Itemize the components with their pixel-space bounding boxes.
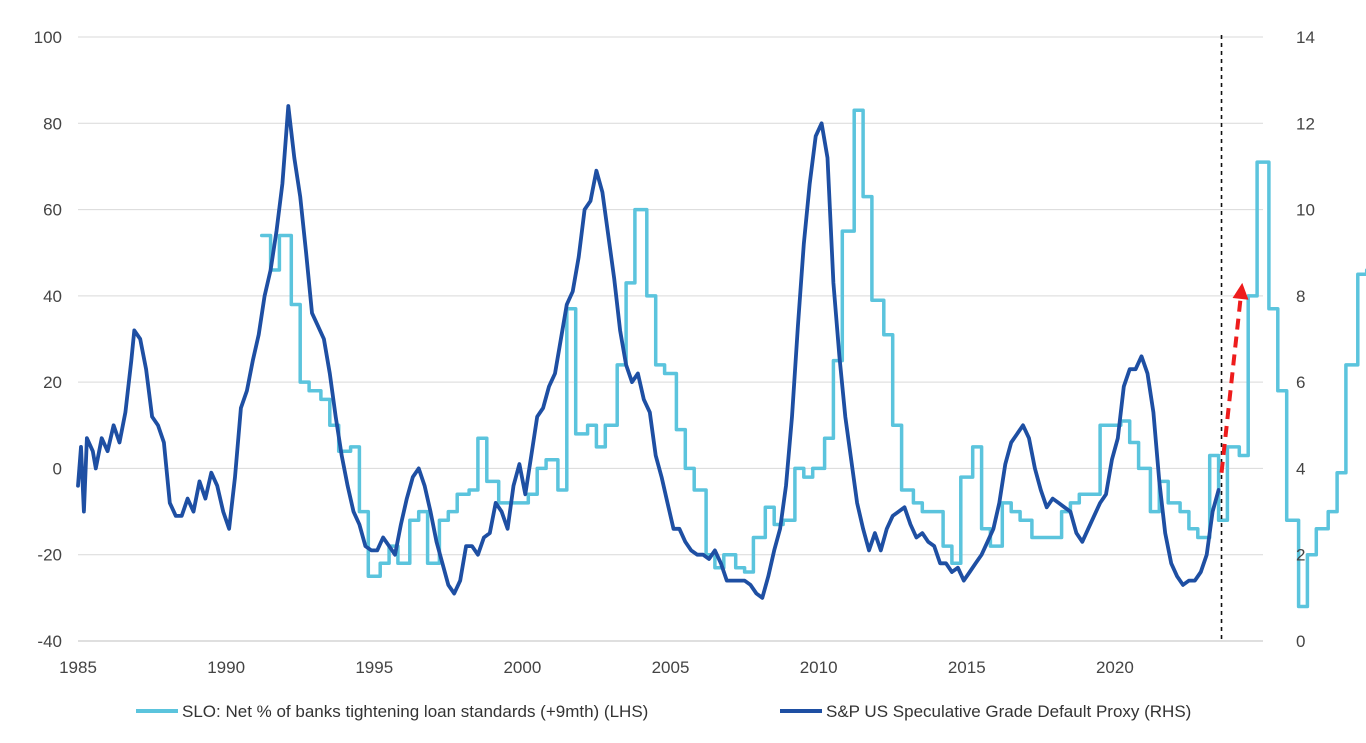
y-right-tick-label: 4 (1296, 459, 1305, 478)
x-axis-tick-labels: 1985 1990 1995 2000 2005 2010 2015 2020 (59, 658, 1134, 677)
y-left-tick-label: 0 (53, 459, 62, 478)
y-left-tick-label: 80 (43, 114, 62, 133)
y-right-tick-label: 12 (1296, 114, 1315, 133)
y-left-tick-label: -20 (37, 546, 62, 565)
x-tick-label: 2020 (1096, 658, 1134, 677)
trend-arrow (1219, 282, 1249, 473)
y-right-tick-label: 0 (1296, 632, 1305, 651)
y-right-tick-label: 2 (1296, 546, 1305, 565)
legend: SLO: Net % of banks tightening loan stan… (136, 702, 1191, 721)
y-left-tick-label: 100 (34, 28, 62, 47)
legend-label-slo: SLO: Net % of banks tightening loan stan… (182, 702, 648, 721)
legend-label-default-proxy: S&P US Speculative Grade Default Proxy (… (826, 702, 1191, 721)
left-axis-tick-labels: -40 -20 0 20 40 60 80 100 (34, 28, 62, 651)
y-left-tick-label: -40 (37, 632, 62, 651)
series-lines (76, 104, 1366, 609)
y-left-tick-label: 60 (43, 201, 62, 220)
gridlines (78, 36, 1263, 642)
series-line-slo (259, 108, 1366, 609)
x-tick-label: 1985 (59, 658, 97, 677)
y-right-tick-label: 14 (1296, 28, 1315, 47)
x-tick-label: 1995 (355, 658, 393, 677)
trend-arrow-shaft (1219, 298, 1243, 473)
y-left-tick-label: 40 (43, 287, 62, 306)
y-left-tick-label: 20 (43, 373, 62, 392)
right-axis-tick-labels: 0 2 4 6 8 10 12 14 (1296, 28, 1315, 651)
x-tick-label: 2000 (503, 658, 541, 677)
x-tick-label: 2015 (948, 658, 986, 677)
series-line-default-proxy (76, 104, 1221, 600)
x-tick-label: 2005 (652, 658, 690, 677)
y-right-tick-label: 10 (1296, 201, 1315, 220)
trend-arrow-head (1232, 282, 1249, 300)
x-tick-label: 2010 (800, 658, 838, 677)
y-right-tick-label: 8 (1296, 287, 1305, 306)
y-right-tick-label: 6 (1296, 373, 1305, 392)
x-tick-label: 1990 (207, 658, 245, 677)
